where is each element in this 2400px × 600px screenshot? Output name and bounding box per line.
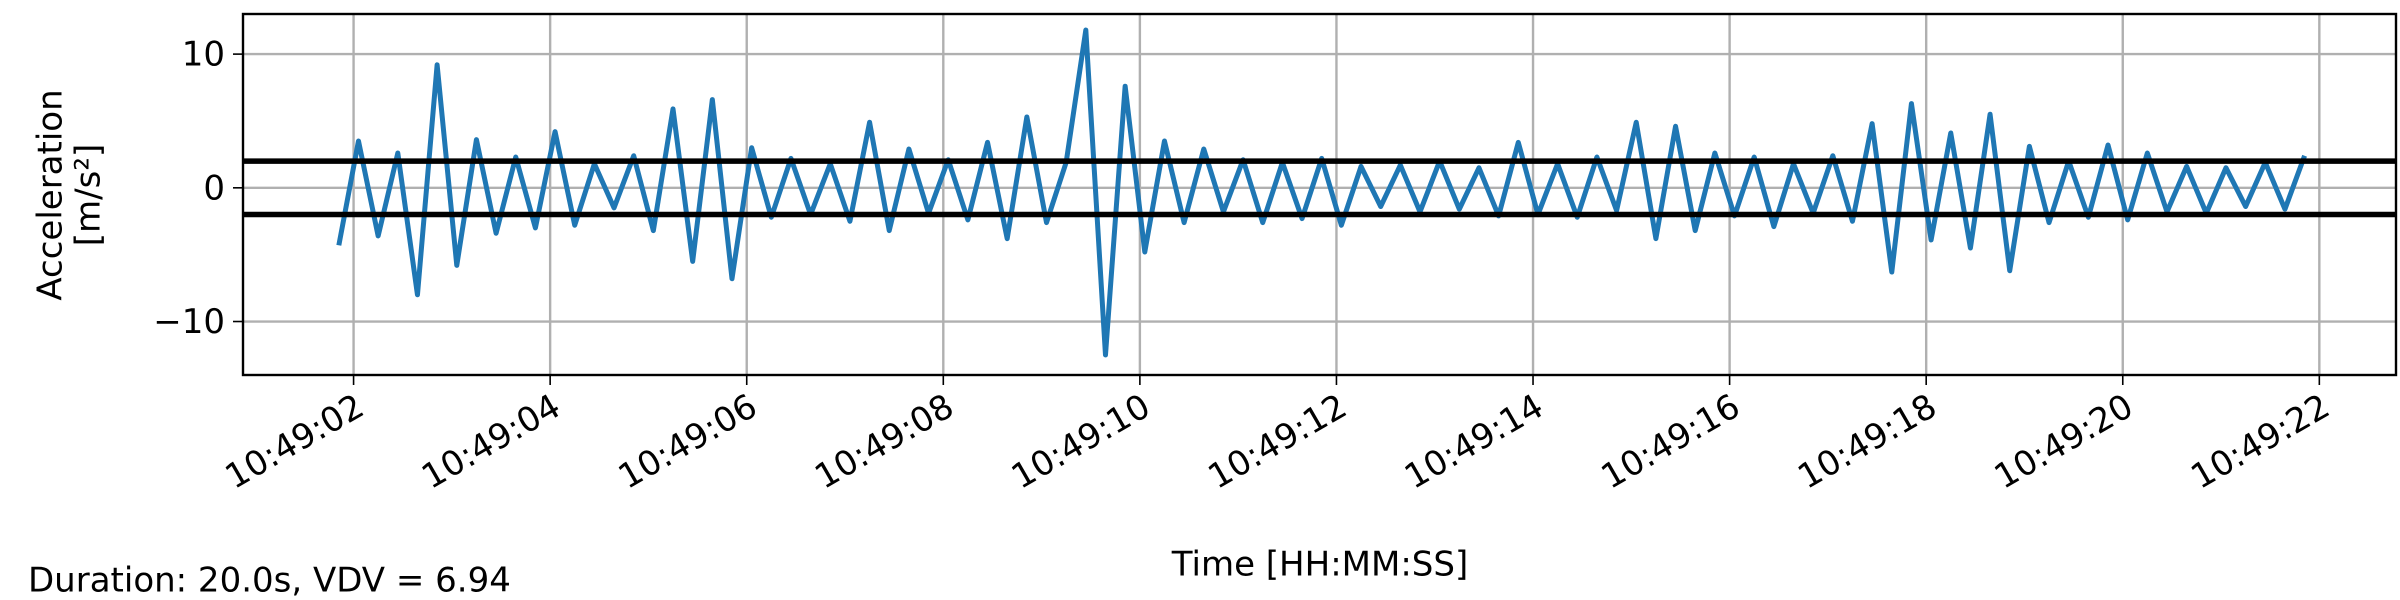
- x-tick-label: 10:49:12: [1201, 386, 1353, 497]
- x-tick-label: 10:49:18: [1791, 386, 1943, 497]
- x-tick-label: 10:49:16: [1595, 386, 1747, 497]
- x-tick-label: 10:49:08: [808, 386, 960, 497]
- y-tick-label: 0: [203, 168, 225, 208]
- x-tick-label: 10:49:04: [415, 386, 567, 497]
- x-tick-label: 10:49:22: [2184, 386, 2336, 497]
- y-tick-label: −10: [153, 302, 225, 342]
- y-axis-label: [m/s²]: [69, 144, 109, 246]
- data-line: [336, 27, 2307, 358]
- plot-frame: [241, 12, 2398, 377]
- y-axis-label: Acceleration: [31, 89, 71, 300]
- x-tick-label: 10:49:06: [612, 386, 764, 497]
- y-tick-label: 10: [182, 35, 225, 75]
- footer-note: Duration: 20.0s, VDV = 6.94: [28, 561, 511, 600]
- x-tick-label: 10:49:14: [1398, 386, 1550, 497]
- x-axis-label: Time [HH:MM:SS]: [1171, 545, 1468, 585]
- x-tick-label: 10:49:10: [1005, 386, 1157, 497]
- x-tick-label: 10:49:20: [1988, 386, 2140, 497]
- x-tick-label: 10:49:02: [219, 386, 371, 497]
